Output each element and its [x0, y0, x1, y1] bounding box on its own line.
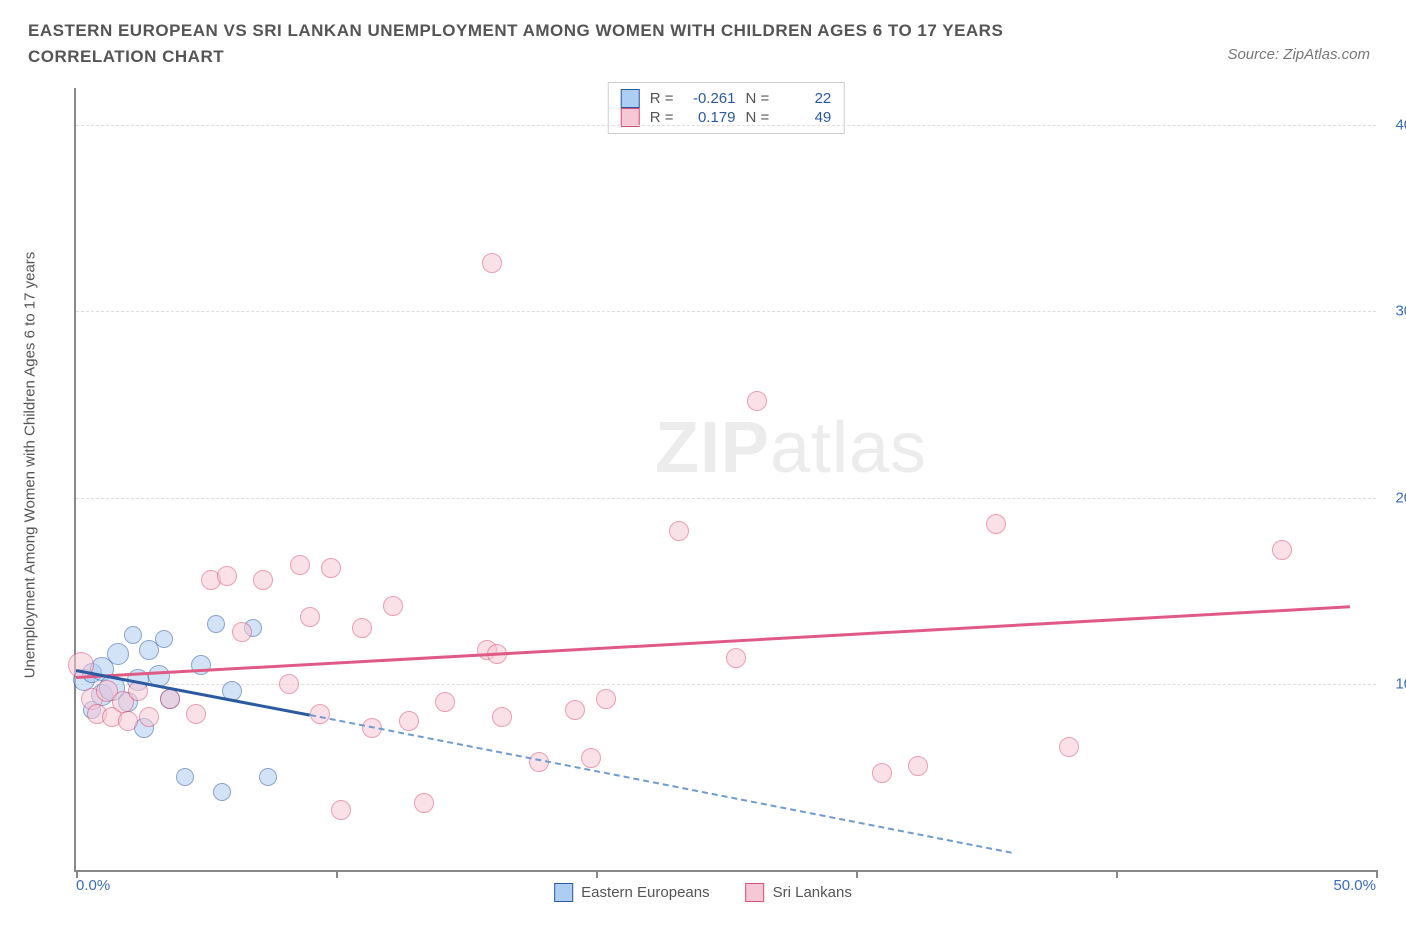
scatter-chart: ZIPatlas R = -0.261 N = 22 R = 0.179 N =… [74, 88, 1376, 872]
data-point [986, 514, 1006, 534]
data-point [492, 707, 512, 727]
data-point [414, 793, 434, 813]
data-point [213, 783, 231, 801]
data-point [908, 756, 928, 776]
data-point [321, 558, 341, 578]
data-point [253, 570, 273, 590]
data-point [107, 643, 129, 665]
data-point [352, 618, 372, 638]
data-point [399, 711, 419, 731]
stats-row-series-1: R = -0.261 N = 22 [621, 89, 832, 108]
gridline [76, 498, 1376, 499]
y-axis-label: Unemployment Among Women with Children A… [22, 252, 39, 679]
chart-title: EASTERN EUROPEAN VS SRI LANKAN UNEMPLOYM… [28, 18, 1128, 71]
y-tick-label: 40.0% [1395, 117, 1406, 134]
trend-line [76, 606, 1350, 680]
data-point [124, 626, 142, 644]
data-point [139, 707, 159, 727]
swatch-icon [746, 883, 765, 902]
data-point [596, 689, 616, 709]
trend-line [310, 714, 1012, 854]
data-point [726, 648, 746, 668]
data-point [669, 521, 689, 541]
data-point [581, 748, 601, 768]
data-point [160, 689, 180, 709]
data-point [279, 674, 299, 694]
data-point [747, 391, 767, 411]
bottom-legend: Eastern Europeans Sri Lankans [554, 883, 852, 902]
data-point [176, 768, 194, 786]
y-tick-label: 30.0% [1395, 303, 1406, 320]
data-point [232, 622, 252, 642]
data-point [207, 615, 225, 633]
data-point [155, 630, 173, 648]
data-point [259, 768, 277, 786]
data-point [565, 700, 585, 720]
y-tick-label: 20.0% [1395, 489, 1406, 506]
data-point [1059, 737, 1079, 757]
legend-item-2: Sri Lankans [746, 883, 852, 902]
data-point [186, 704, 206, 724]
swatch-icon [554, 883, 573, 902]
data-point [290, 555, 310, 575]
watermark: ZIPatlas [655, 407, 927, 489]
gridline [76, 125, 1376, 126]
data-point [435, 692, 455, 712]
data-point [331, 800, 351, 820]
swatch-icon [621, 108, 640, 127]
source-attribution: Source: ZipAtlas.com [1227, 46, 1370, 63]
legend-item-1: Eastern Europeans [554, 883, 709, 902]
data-point [383, 596, 403, 616]
data-point [482, 253, 502, 273]
x-tick-label: 0.0% [76, 877, 110, 894]
gridline [76, 311, 1376, 312]
data-point [1272, 540, 1292, 560]
data-point [300, 607, 320, 627]
x-tick-label: 50.0% [1333, 877, 1376, 894]
y-tick-label: 10.0% [1395, 675, 1406, 692]
stats-row-series-2: R = 0.179 N = 49 [621, 108, 832, 127]
data-point [310, 704, 330, 724]
gridline [76, 684, 1376, 685]
data-point [872, 763, 892, 783]
data-point [118, 711, 138, 731]
swatch-icon [621, 89, 640, 108]
data-point [217, 566, 237, 586]
